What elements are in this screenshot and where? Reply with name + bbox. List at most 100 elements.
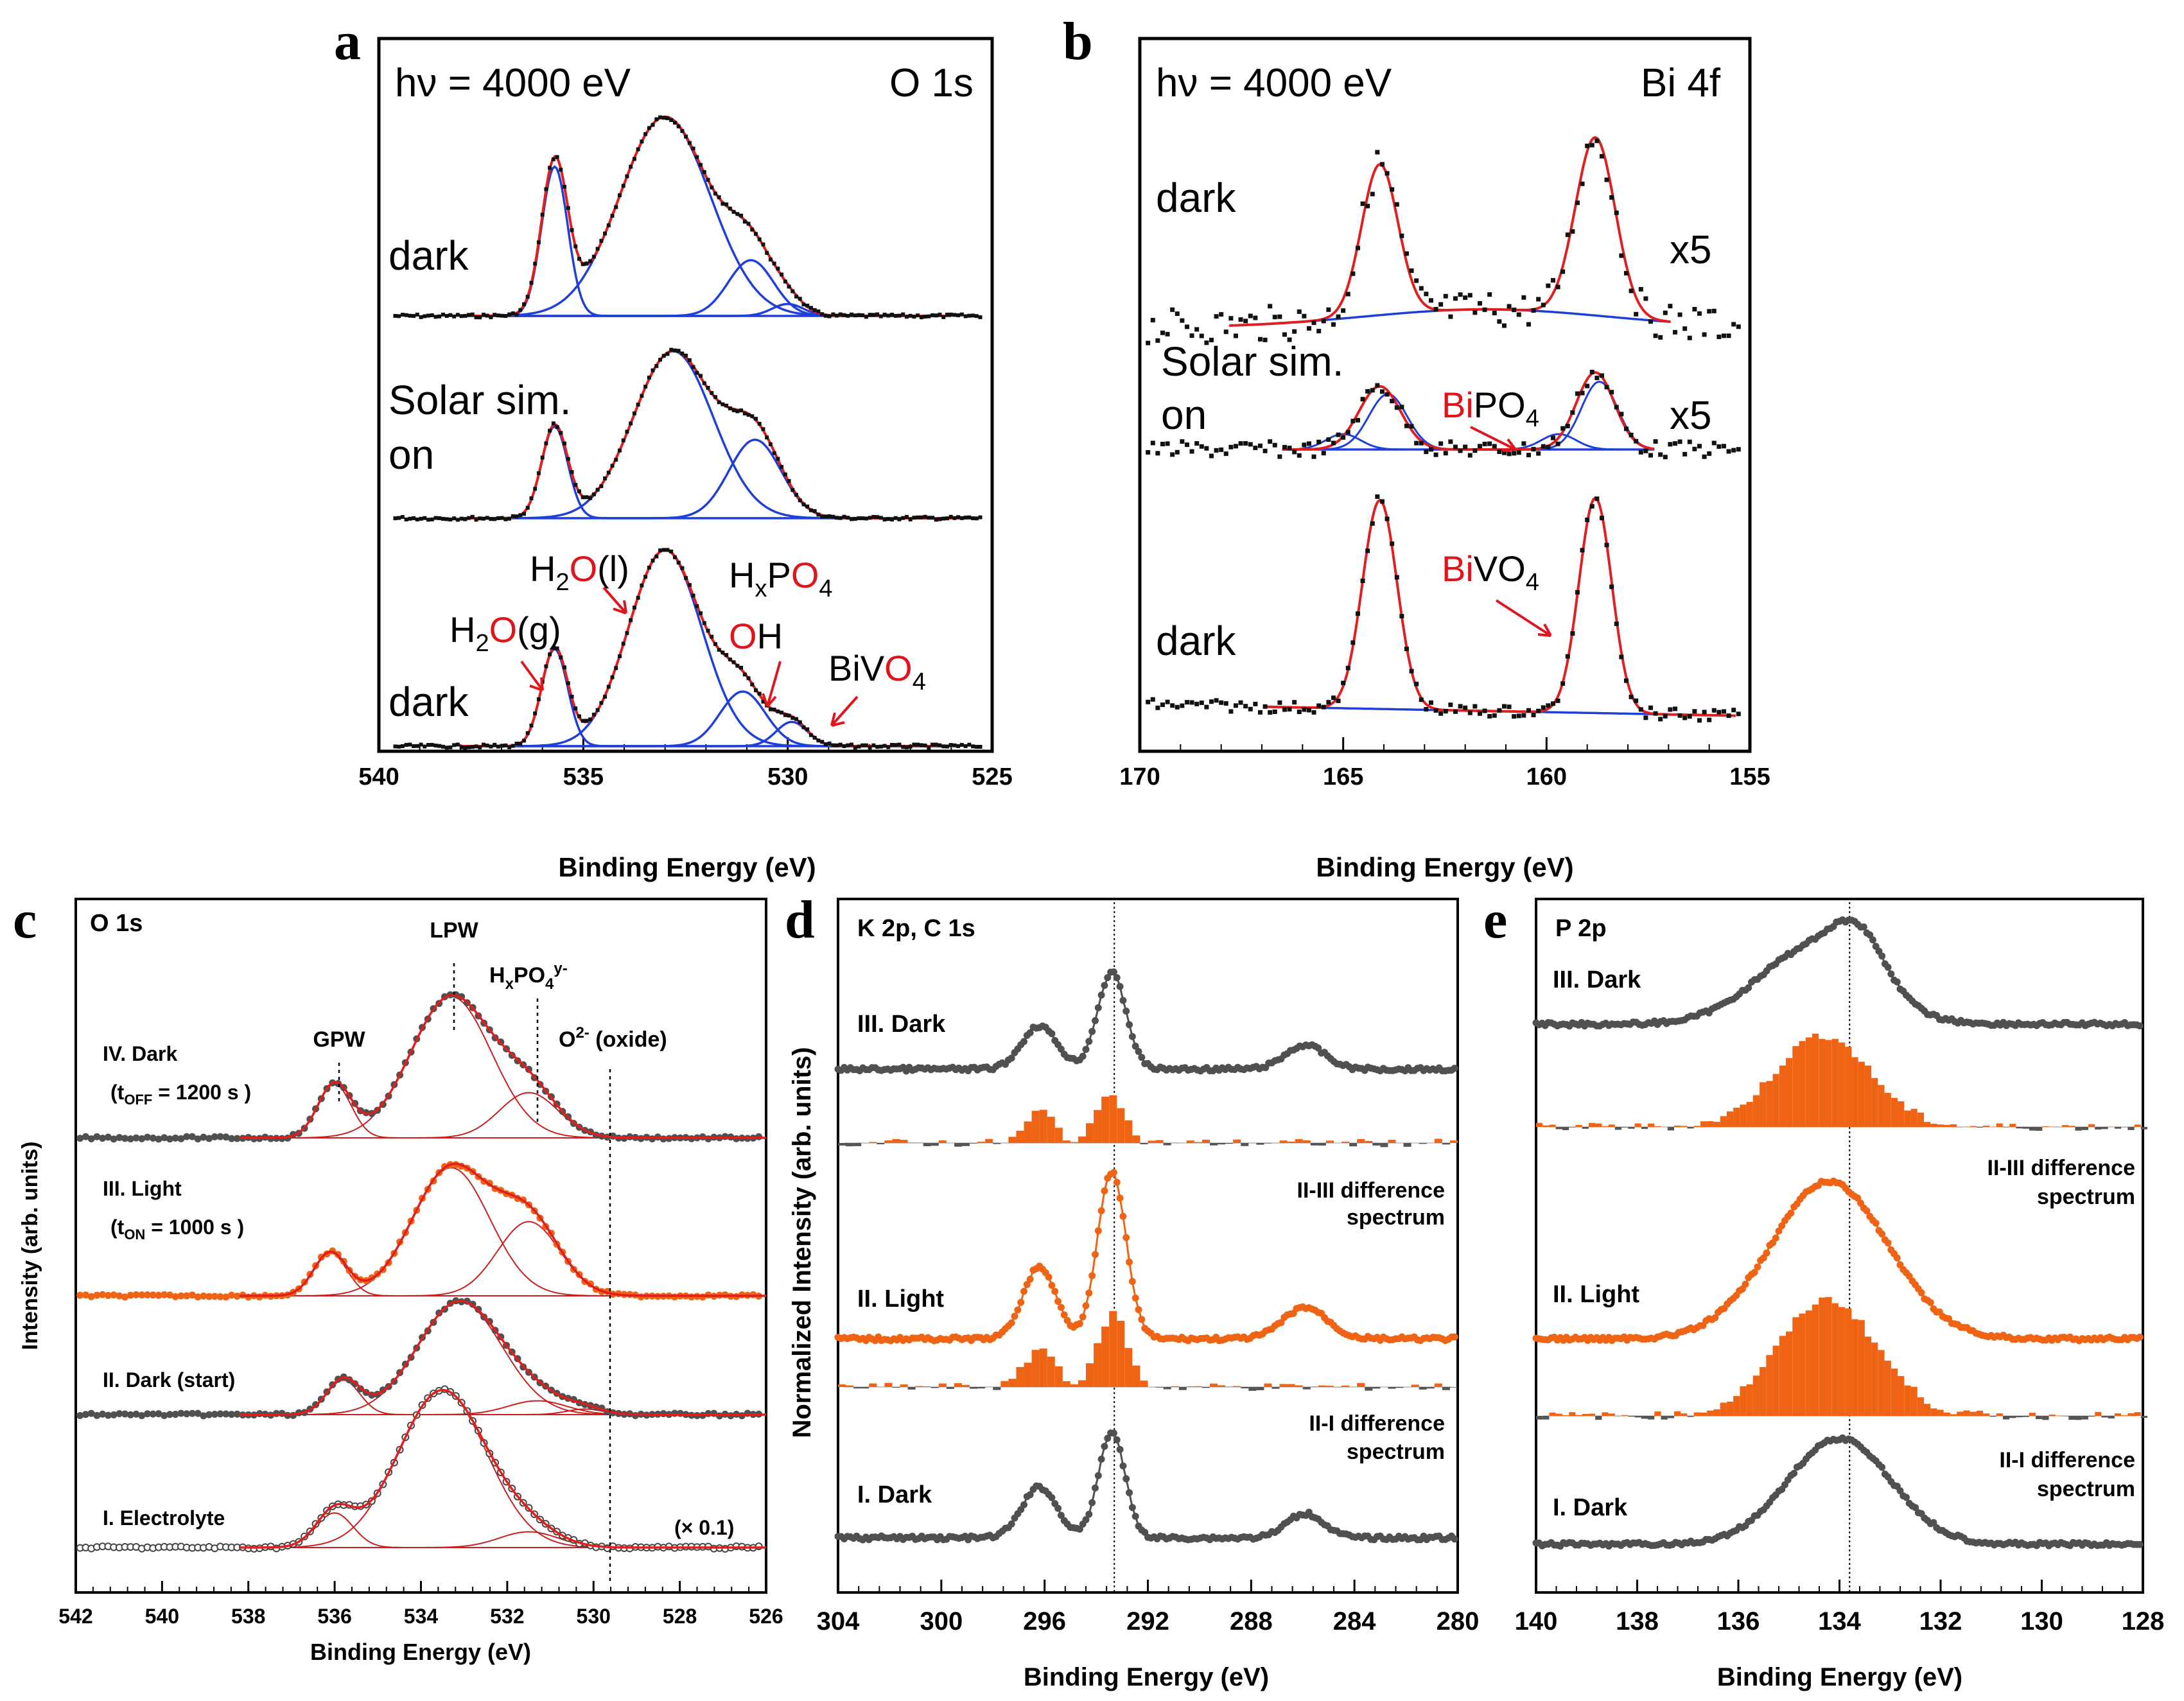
data-point (426, 313, 431, 318)
difference-bar (2009, 1416, 2016, 1418)
difference-bar (2114, 1127, 2122, 1129)
data-point (1020, 1287, 1027, 1295)
difference-bar (1799, 1041, 1806, 1127)
data-point (1253, 701, 1258, 706)
data-point (717, 647, 721, 652)
data-point (610, 675, 615, 679)
data-point (1345, 665, 1350, 670)
data-point (735, 409, 740, 414)
data-point (1365, 388, 1370, 394)
data-point (1079, 1052, 1087, 1060)
difference-bar (2062, 1416, 2069, 1417)
difference-bar (2042, 1416, 2049, 1420)
data-point (1336, 698, 1341, 703)
data-point (463, 746, 467, 750)
difference-bar (1608, 1124, 1615, 1127)
data-point (901, 312, 905, 317)
data-point (1223, 329, 1228, 335)
data-point (444, 746, 449, 750)
data-point (1619, 412, 1624, 417)
data-point (1113, 1178, 1121, 1186)
peak-label-lpw: LPW (430, 918, 478, 943)
data-point (831, 312, 835, 317)
data-point (496, 313, 500, 318)
difference-bar (1628, 1416, 1635, 1417)
data-point (1365, 204, 1370, 209)
difference-bar (930, 1143, 939, 1146)
data-point (672, 348, 677, 353)
data-point (489, 744, 493, 749)
difference-bar (1864, 1065, 1872, 1127)
data-point (904, 315, 909, 319)
difference-bar (1380, 1143, 1388, 1147)
data-point (1119, 1212, 1127, 1220)
difference-bar (1595, 1123, 1602, 1127)
difference-bar (1752, 1095, 1760, 1127)
data-point (116, 1410, 123, 1418)
data-point (99, 1410, 107, 1418)
difference-bar (1094, 1110, 1102, 1143)
data-point (566, 457, 570, 461)
data-point (1155, 338, 1160, 343)
data-point (971, 744, 975, 749)
data-point (166, 1135, 173, 1143)
data-point (474, 744, 478, 749)
data-point (871, 313, 876, 317)
data-point (1487, 713, 1492, 719)
data-point (1297, 453, 1302, 458)
difference-bar (1201, 1387, 1210, 1388)
data-point (588, 496, 593, 500)
data-point (908, 517, 913, 521)
difference-bar (1325, 1386, 1334, 1387)
data-point (437, 314, 442, 318)
data-point (1424, 449, 1429, 455)
data-point (566, 681, 570, 685)
data-point (934, 742, 938, 747)
data-point (684, 134, 688, 139)
data-point (1336, 432, 1341, 437)
difference-bar (1039, 1348, 1047, 1387)
difference-bar (1726, 1401, 1734, 1416)
data-point (555, 155, 559, 159)
data-point (1717, 710, 1722, 715)
data-point (1526, 708, 1531, 713)
data-point (1453, 296, 1458, 301)
difference-bar (2134, 1412, 2141, 1416)
data-point (661, 354, 666, 358)
difference-bar (1186, 1140, 1194, 1143)
data-point (1546, 283, 1551, 288)
data-point (1424, 707, 1429, 712)
data-point (1116, 982, 1124, 990)
data-point (1341, 681, 1346, 686)
data-point (1751, 1268, 1758, 1276)
data-point (1233, 444, 1238, 449)
x-axis-label-e: Binding Energy (eV) (1717, 1663, 1962, 1691)
x-tick-label: 288 (1230, 1607, 1273, 1636)
x-tick-label: 280 (1437, 1607, 1480, 1636)
data-point (584, 495, 589, 500)
data-point (1878, 1463, 1886, 1471)
data-point (974, 745, 979, 749)
data-point (1116, 1194, 1124, 1202)
data-point (503, 743, 508, 747)
data-point (702, 621, 706, 625)
data-point (1272, 442, 1277, 448)
data-point (1375, 494, 1380, 499)
difference-bar (1871, 1342, 1878, 1416)
data-point (1443, 293, 1448, 299)
data-point (603, 476, 607, 481)
difference-bar (1411, 1384, 1419, 1387)
data-point (444, 517, 449, 521)
data-point (1487, 292, 1492, 297)
difference-bar (923, 1386, 931, 1387)
difference-bar (1884, 1092, 1891, 1127)
data-point (525, 731, 530, 735)
difference-bar (2002, 1416, 2010, 1420)
data-point (138, 1291, 146, 1299)
data-point (776, 457, 780, 461)
data-point (1238, 317, 1243, 322)
data-point (1135, 1047, 1142, 1055)
data-point (441, 744, 445, 749)
data-point (1643, 715, 1648, 720)
data-point (897, 313, 902, 318)
